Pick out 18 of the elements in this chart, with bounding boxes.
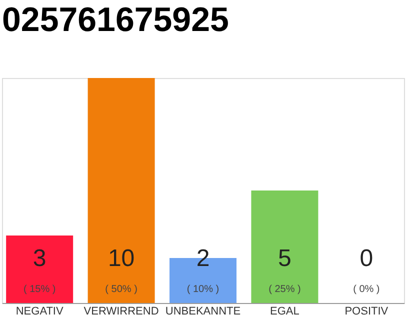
x-tick-label: UNBEKANNTE bbox=[165, 306, 241, 318]
x-tick-label: POSITIV bbox=[344, 306, 389, 318]
bar bbox=[88, 78, 155, 303]
data-label: ( 15% ) bbox=[23, 284, 56, 295]
data-label: ( 25% ) bbox=[268, 284, 301, 295]
annotation: 3 bbox=[32, 245, 46, 272]
annotation: 0 bbox=[360, 245, 374, 272]
bar bbox=[6, 236, 74, 303]
annotation: 5 bbox=[278, 245, 292, 272]
x-tick-label: EGAL bbox=[270, 306, 300, 318]
data-label: ( 10% ) bbox=[186, 284, 220, 295]
x-tick-label: VERWIRREND bbox=[84, 306, 159, 318]
bar bbox=[251, 190, 318, 303]
data-label: ( 0% ) bbox=[353, 284, 380, 295]
annotation: 10 bbox=[108, 245, 135, 272]
data-label: ( 50% ) bbox=[105, 284, 138, 295]
chart-title: 025761675925 bbox=[2, 1, 229, 39]
x-tick-label: NEGATIV bbox=[16, 306, 64, 318]
